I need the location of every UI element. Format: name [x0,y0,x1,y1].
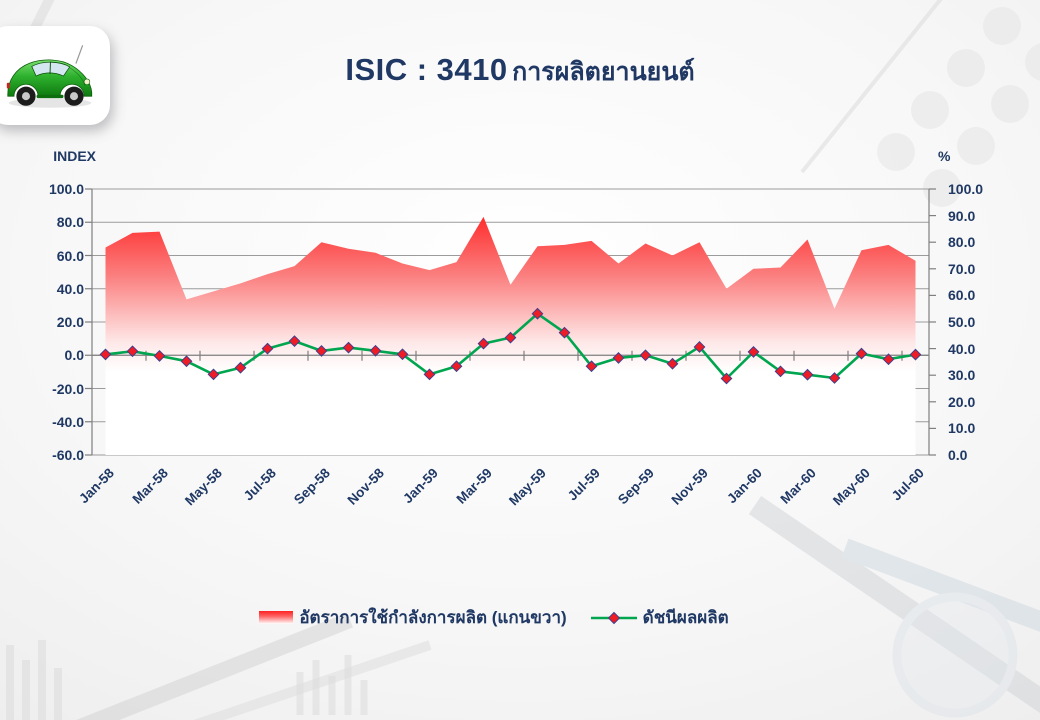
x-axis-tick-label: Jul-60 [888,465,927,504]
left-axis-tick-label: -60.0 [52,447,84,463]
legend-label: อัตราการใช้กำลังการผลิต (แกนขวา) [299,608,567,627]
legend-item-capacity-utilization: อัตราการใช้กำลังการผลิต (แกนขวา) [259,604,567,631]
left-axis-tick-label: 20.0 [56,314,84,330]
right-axis-tick-label: 40.0 [948,340,976,357]
left-axis-tick-label: -40.0 [52,413,84,430]
legend-swatch-red-area [259,611,294,624]
left-axis-tick-label: 40.0 [56,280,84,297]
x-axis-tick-label: Jan-60 [723,465,765,507]
title-isic-code: ISIC : 3410 [345,52,508,87]
x-axis-tick-label: May-59 [505,465,549,509]
legend-label: ดัชนีผลผลิต [642,608,729,627]
title-thai-name: การผลิตยานยนต์ [512,58,695,86]
right-axis-tick-label: 70.0 [948,260,976,277]
legend-swatch-green-line-diamond [590,611,637,624]
left-axis-tick-label: 80.0 [56,214,84,231]
legend-item-production-index: ดัชนีผลผลิต [590,604,729,631]
x-axis-tick-label: May-58 [181,465,225,509]
left-axis-title: INDEX [53,148,96,164]
left-axis-tick-label: 60.0 [56,247,84,264]
car-icon [6,45,93,108]
x-axis-tick-label: Jan-58 [75,465,117,507]
right-axis-tick-label: 20.0 [948,393,976,410]
x-axis-tick-label: Jul-58 [240,465,279,504]
bar-chart-decor [6,640,368,720]
right-axis-tick-label: 90.0 [948,207,976,224]
right-axis-tick-label: 50.0 [948,314,976,330]
x-axis-tick-label: Sep-58 [290,465,333,508]
x-axis-tick-label: Sep-59 [614,465,657,508]
calculator-keys-decor [877,7,1040,207]
right-axis-tick-label: 30.0 [948,367,976,384]
right-axis-tick-label: 80.0 [948,234,976,251]
chart-legend: อัตราการใช้กำลังการผลิต (แกนขวา) ดัชนีผล… [0,604,1014,631]
axes [85,188,936,456]
right-axis-tick-label: 0.0 [948,447,968,463]
right-axis-tick-label: 60.0 [948,287,976,304]
x-axis-tick-label: Mar-58 [129,465,171,507]
x-axis-tick-label: May-60 [829,465,873,509]
left-axis-tick-label: 0.0 [64,347,84,364]
car-logo-card [0,26,110,125]
x-axis-tick-label: Nov-58 [344,465,387,508]
area-series-capacity-utilization [105,216,916,455]
line-series-production-index [99,307,922,385]
left-axis-tick-label: -20.0 [52,380,84,397]
right-axis-tick-label: 10.0 [948,420,976,437]
x-axis-tick-label: Mar-59 [453,465,495,507]
x-axis-tick-label: Jan-59 [399,465,441,507]
gridlines [92,188,929,456]
right-axis-tick-label: 100.0 [948,181,984,197]
left-axis-tick-label: 100.0 [48,181,84,197]
right-axis-title: % [938,148,951,164]
page-title: ISIC : 3410 การผลิตยานยนต์ [0,52,1040,92]
x-axis-tick-label: Nov-59 [668,465,711,508]
x-axis-tick-label: Jul-59 [564,465,603,504]
x-axis-tick-label: Mar-60 [777,465,819,507]
